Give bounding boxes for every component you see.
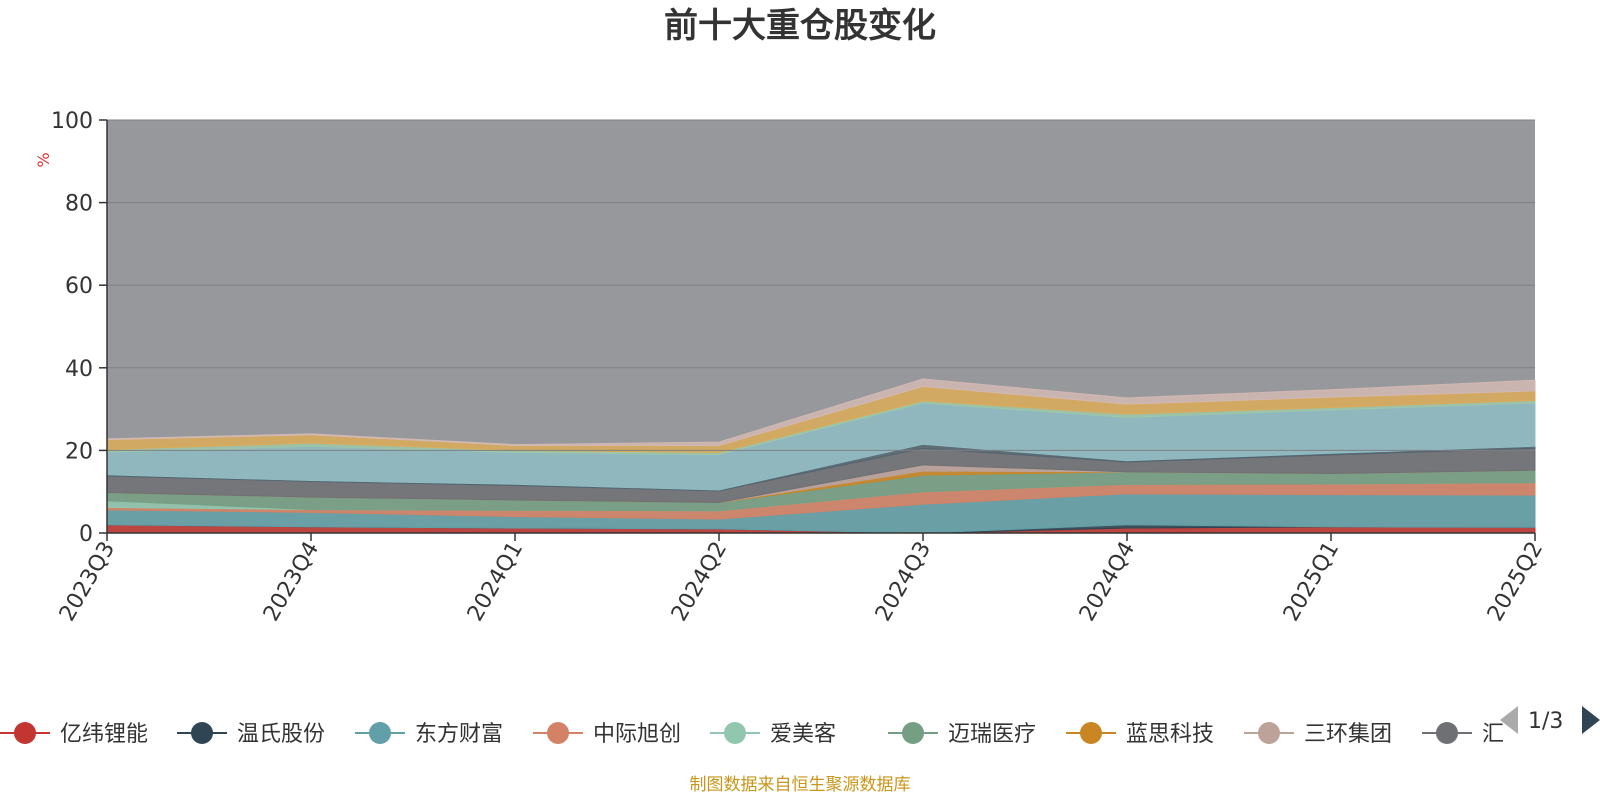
- legend-pager: 1/3: [1500, 706, 1600, 734]
- legend-item[interactable]: 亿纬锂能: [0, 722, 148, 747]
- legend-prev-icon[interactable]: [1500, 706, 1518, 734]
- legend-marker-icon: [14, 722, 36, 744]
- y-tick-label: 0: [79, 522, 93, 547]
- legend-item[interactable]: 中际旭创: [533, 722, 681, 747]
- y-axis: 0 20 40 60 80 100: [51, 109, 108, 547]
- legend-label: 亿纬锂能: [60, 722, 148, 747]
- chart-title: 前十大重仓股变化: [664, 6, 936, 46]
- y-tick-label: 40: [65, 357, 93, 382]
- y-tick-label: 60: [65, 274, 93, 299]
- legend-item[interactable]: 三环集团: [1244, 722, 1392, 747]
- x-tick-label: 2023Q3: [55, 538, 120, 626]
- legend-item[interactable]: 迈瑞医疗: [888, 722, 1036, 747]
- legend-marker-icon: [369, 722, 391, 744]
- legend-label: 三环集团: [1304, 722, 1392, 747]
- legend-next-icon[interactable]: [1582, 706, 1600, 734]
- x-tick-label: 2024Q1: [463, 538, 528, 626]
- y-tick-label: 100: [51, 109, 93, 134]
- legend-marker-icon: [1436, 722, 1458, 744]
- x-tick-label: 2024Q3: [871, 538, 936, 626]
- x-tick-label: 2025Q1: [1279, 538, 1344, 626]
- legend: 亿纬锂能 温氏股份 东方财富 中际旭创 爱美客 迈瑞医疗 蓝思科技 三环集团 汇: [0, 722, 1504, 747]
- x-tick-label: 2023Q4: [259, 538, 324, 626]
- legend-page-indicator: 1/3: [1528, 709, 1563, 734]
- legend-label: 汇: [1482, 722, 1504, 747]
- y-tick-label: 80: [65, 192, 93, 217]
- x-axis: 2023Q3 2023Q4 2024Q1 2024Q2 2024Q3 2024Q4 2025…: [55, 532, 1548, 626]
- legend-label: 温氏股份: [237, 722, 325, 747]
- legend-marker-icon: [902, 722, 924, 744]
- y-tick-label: 20: [65, 439, 93, 464]
- series-area-14: [106, 378, 1536, 446]
- plot-area: [106, 119, 1536, 534]
- legend-item[interactable]: 汇: [1422, 722, 1504, 747]
- x-tick-label: 2024Q2: [667, 538, 732, 626]
- y-axis-unit: %: [34, 152, 53, 167]
- legend-label: 迈瑞医疗: [948, 722, 1036, 747]
- legend-label: 爱美客: [770, 722, 836, 747]
- legend-label: 东方财富: [415, 722, 503, 747]
- legend-marker-icon: [724, 722, 746, 744]
- legend-item[interactable]: 东方财富: [355, 722, 503, 747]
- legend-item[interactable]: 温氏股份: [177, 722, 325, 747]
- legend-label: 中际旭创: [593, 722, 681, 747]
- x-tick-label: 2024Q4: [1075, 538, 1140, 626]
- legend-marker-icon: [547, 722, 569, 744]
- legend-label: 蓝思科技: [1126, 722, 1214, 747]
- legend-marker-icon: [1258, 722, 1280, 744]
- source-note: 制图数据来自恒生聚源数据库: [690, 775, 911, 795]
- legend-item[interactable]: 爱美客: [710, 722, 836, 747]
- legend-item[interactable]: 蓝思科技: [1066, 722, 1214, 747]
- legend-marker-icon: [191, 722, 213, 744]
- x-tick-label: 2025Q2: [1483, 538, 1548, 626]
- legend-marker-icon: [1080, 722, 1102, 744]
